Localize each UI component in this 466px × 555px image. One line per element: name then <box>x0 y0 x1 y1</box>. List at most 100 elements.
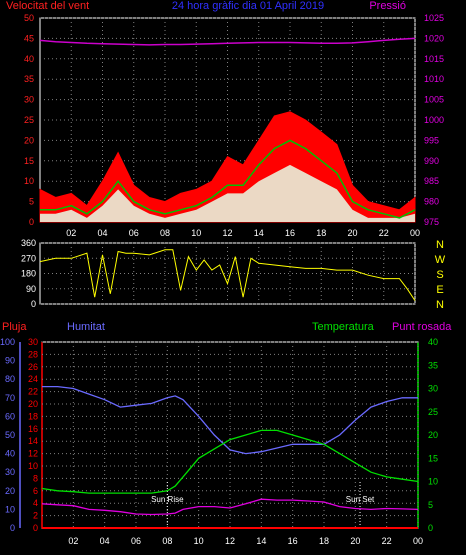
wind-x-tick-label: 14 <box>254 228 264 238</box>
rain-tick-label: 16 <box>28 424 38 434</box>
temperature-tick-label: 40 <box>428 337 438 347</box>
humidity-x-tick-label: 10 <box>194 536 204 546</box>
humidity-tick-label: 10 <box>5 504 15 514</box>
wind-average-series <box>40 139 416 219</box>
humidity-tick-label: 100 <box>0 337 15 347</box>
humidity-tick-label: 80 <box>5 374 15 384</box>
direction-tick-label: 270 <box>21 253 36 263</box>
wind-x-tick-label: 18 <box>316 228 326 238</box>
temperature-tick-label: 15 <box>428 453 438 463</box>
pressure-series <box>39 37 416 46</box>
pressure-tick-label: 990 <box>424 156 439 166</box>
humidity-tick-label: 70 <box>5 393 15 403</box>
humidity-series <box>42 385 418 455</box>
wind-axis-label: Velocitat del vent <box>6 0 89 12</box>
compass-label: N <box>436 239 444 251</box>
rain-tick-label: 4 <box>33 498 38 508</box>
wind-x-tick-label: 02 <box>66 228 76 238</box>
wind-x-tick-label: 20 <box>347 228 357 238</box>
temperature-series <box>41 429 419 494</box>
humidity-tick-label: 0 <box>10 523 15 533</box>
pressure-tick-label: 975 <box>424 217 439 227</box>
temperature-tick-label: 35 <box>428 360 438 370</box>
rain-tick-label: 14 <box>28 436 38 446</box>
pressure-tick-label: 1005 <box>424 95 444 105</box>
wind-tick-label: 50 <box>24 13 34 23</box>
wind-x-tick-label: 22 <box>379 228 389 238</box>
wind-x-tick-label: 08 <box>160 228 170 238</box>
wind-tick-label: 30 <box>24 95 34 105</box>
humidity-tick-label: 90 <box>5 356 15 366</box>
rain-tick-label: 30 <box>28 337 38 347</box>
temperature-tick-label: 30 <box>428 384 438 394</box>
sun-set-label: Sun Set <box>346 495 375 504</box>
rain-tick-label: 22 <box>28 387 38 397</box>
pressure-tick-label: 980 <box>424 197 439 207</box>
pressure-tick-label: 1000 <box>424 115 444 125</box>
wind-x-tick-label: 06 <box>129 228 139 238</box>
humidity-x-tick-label: 22 <box>382 536 392 546</box>
humidity-tick-label: 50 <box>5 430 15 440</box>
direction-tick-label: 0 <box>31 299 36 309</box>
wind-x-tick-label: 10 <box>191 228 201 238</box>
humidity-panel: 0102030405060708090100024681012141618202… <box>0 337 438 546</box>
wind-tick-label: 20 <box>24 135 34 145</box>
wind-tick-label: 5 <box>29 197 34 207</box>
rain-tick-label: 10 <box>28 461 38 471</box>
wind-tick-label: 0 <box>29 217 34 227</box>
direction-tick-label: 90 <box>26 284 36 294</box>
pressure-tick-label: 1010 <box>424 74 444 84</box>
humidity-x-tick-label: 18 <box>319 536 329 546</box>
temperature-tick-label: 10 <box>428 477 438 487</box>
pressure-tick-label: 1020 <box>424 33 444 43</box>
rain-tick-label: 18 <box>28 411 38 421</box>
direction-tick-label: 360 <box>21 238 36 248</box>
pressure-axis-label: Pressió <box>369 0 406 12</box>
humidity-x-tick-label: 16 <box>288 536 298 546</box>
pressure-tick-label: 995 <box>424 135 439 145</box>
humidity-x-tick-label: 20 <box>350 536 360 546</box>
sun-rise-label: Sun Rise <box>151 495 184 504</box>
humidity-axis-label: Humitat <box>67 321 105 333</box>
rain-tick-label: 20 <box>28 399 38 409</box>
temperature-tick-label: 0 <box>428 523 433 533</box>
wind-x-tick-label: 16 <box>285 228 295 238</box>
wind-panel: 0510152025303540455097598098599099510001… <box>24 13 444 238</box>
humidity-x-tick-label: 14 <box>256 536 266 546</box>
temperature-axis-label: Temperatura <box>312 321 375 333</box>
humidity-x-tick-label: 06 <box>131 536 141 546</box>
humidity-tick-label: 20 <box>5 486 15 496</box>
wind-tick-label: 15 <box>24 156 34 166</box>
humidity-tick-label: 40 <box>5 449 15 459</box>
wind-tick-label: 40 <box>24 54 34 64</box>
temperature-tick-label: 25 <box>428 407 438 417</box>
temperature-tick-label: 5 <box>428 500 433 510</box>
wind-x-tick-label: 00 <box>410 228 420 238</box>
wind-tick-label: 45 <box>24 33 34 43</box>
rain-tick-label: 24 <box>28 374 38 384</box>
humidity-x-tick-label: 04 <box>100 536 110 546</box>
rain-tick-label: 0 <box>33 523 38 533</box>
dewpoint-axis-label: Punt rosada <box>392 321 452 333</box>
compass-label: N <box>436 299 444 311</box>
humidity-x-tick-label: 12 <box>225 536 235 546</box>
humidity-tick-label: 30 <box>5 467 15 477</box>
pressure-tick-label: 1015 <box>424 54 444 64</box>
rain-tick-label: 26 <box>28 362 38 372</box>
wind-x-tick-label: 12 <box>222 228 232 238</box>
rain-axis-label: Pluja <box>2 321 27 333</box>
pressure-tick-label: 1025 <box>424 13 444 23</box>
humidity-x-tick-label: 08 <box>162 536 172 546</box>
compass-label: E <box>436 284 443 296</box>
rain-tick-label: 12 <box>28 449 38 459</box>
compass-label: S <box>436 269 443 281</box>
wind-tick-label: 25 <box>24 115 34 125</box>
pressure-tick-label: 985 <box>424 176 439 186</box>
temperature-tick-label: 20 <box>428 430 438 440</box>
humidity-x-tick-label: 00 <box>413 536 423 546</box>
wind-speed-series <box>40 164 415 222</box>
rain-tick-label: 8 <box>33 473 38 483</box>
chart-title: 24 hora gràfic dia 01 April 2019 <box>172 0 324 12</box>
